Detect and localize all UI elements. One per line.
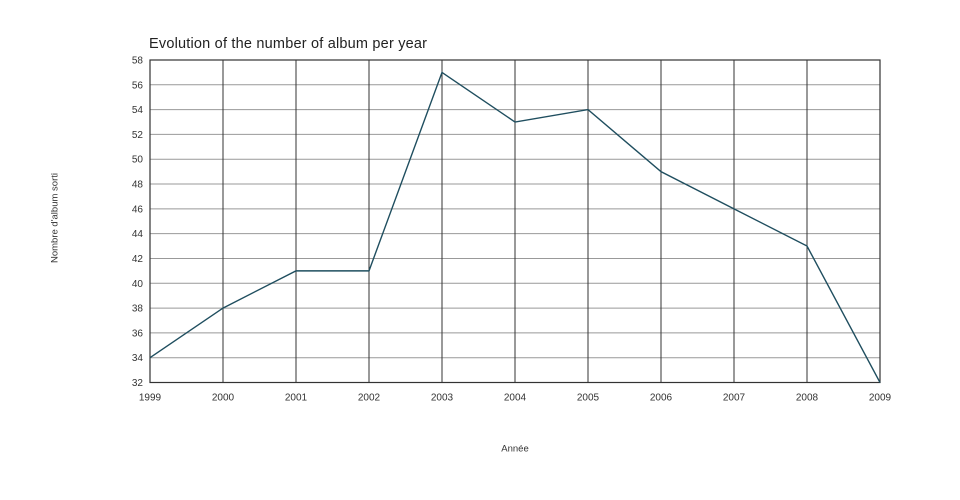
y-tick-label: 38 — [132, 304, 144, 315]
x-tick-label: 2005 — [577, 393, 600, 404]
x-tick-label: 2004 — [504, 393, 527, 404]
chart-title: Evolution of the number of album per yea… — [149, 36, 428, 52]
y-tick-label: 48 — [132, 180, 144, 191]
y-tick-label: 54 — [132, 105, 144, 116]
x-tick-label: 2007 — [723, 393, 746, 404]
x-tick-label: 2003 — [431, 393, 454, 404]
y-tick-label: 36 — [132, 328, 144, 339]
x-tick-label: 1999 — [139, 393, 162, 404]
x-tick-label: 2009 — [869, 393, 892, 404]
y-tick-label: 40 — [132, 279, 144, 290]
y-tick-label: 56 — [132, 80, 144, 91]
x-tick-label: 2002 — [358, 393, 381, 404]
y-tick-label: 42 — [132, 254, 144, 265]
y-tick-label: 32 — [132, 378, 144, 389]
y-tick-label: 52 — [132, 130, 144, 141]
x-tick-label: 2008 — [796, 393, 819, 404]
data-line — [149, 71, 881, 383]
x-tick-label: 2006 — [650, 393, 673, 404]
y-tick-label: 46 — [132, 204, 144, 215]
y-tick-label: 34 — [132, 353, 144, 364]
x-tick-label: 2000 — [212, 393, 235, 404]
y-tick-label: 50 — [132, 155, 144, 166]
plot-border — [149, 59, 881, 384]
x-tick-label: 2001 — [285, 393, 308, 404]
y-tick-label: 44 — [132, 229, 144, 240]
y-tick-label: 58 — [132, 56, 144, 67]
x-axis-title: Année — [501, 443, 529, 455]
